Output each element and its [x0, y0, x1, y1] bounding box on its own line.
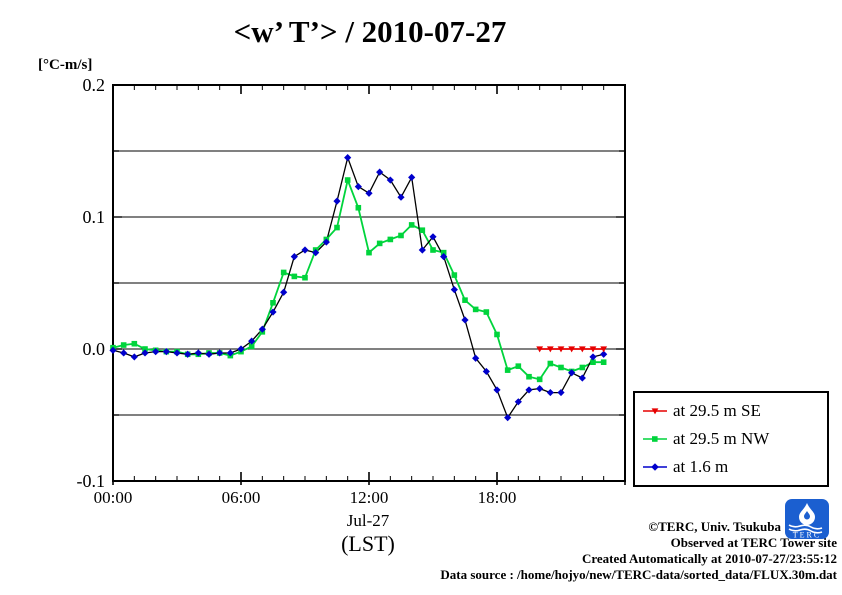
y-axis-unit-label: [°C-m/s]	[38, 57, 93, 73]
legend-item-1-6m: at 1.6 m	[635, 457, 827, 477]
x-axis-unit-label: (LST)	[341, 531, 395, 556]
legend-item-29-5m-nw: at 29.5 m NW	[635, 429, 827, 449]
legend-label: at 29.5 m SE	[673, 401, 761, 420]
legend-marker-green	[643, 436, 667, 442]
svg-text:18:00: 18:00	[478, 488, 517, 507]
legend-marker-blue	[643, 463, 667, 471]
logo-drop-inner	[804, 511, 810, 520]
logo-text: TERC	[793, 531, 821, 540]
legend-item-29-5m-se: at 29.5 m SE	[635, 401, 827, 421]
legend-marker-red	[643, 408, 667, 415]
svg-text:0.1: 0.1	[83, 207, 106, 227]
svg-text:00:00: 00:00	[94, 488, 133, 507]
created-timestamp-text: Created Automatically at 2010-07-27/23:5…	[581, 551, 837, 566]
data-source-text: Data source : /home/hojyo/new/TERC-data/…	[440, 567, 837, 582]
legend-label: at 29.5 m NW	[673, 429, 770, 448]
legend-label: at 1.6 m	[673, 457, 729, 476]
svg-text:0.2: 0.2	[83, 75, 106, 95]
x-axis-date-label: Jul-27	[346, 511, 390, 530]
logo-wave-icon	[788, 528, 823, 534]
copyright-text: ©TERC, Univ. Tsukuba	[648, 519, 781, 534]
chart-title: <w’ T’> / 2010-07-27	[233, 14, 507, 49]
svg-text:-0.1: -0.1	[77, 471, 106, 491]
legend-box: at 29.5 m SE at 29.5 m NW at 1.6 m	[633, 391, 829, 487]
terc-logo: TERC	[785, 499, 829, 540]
svg-text:0.0: 0.0	[83, 339, 106, 359]
svg-text:06:00: 06:00	[222, 488, 261, 507]
svg-text:12:00: 12:00	[350, 488, 389, 507]
logo-wave-icon	[788, 524, 823, 530]
